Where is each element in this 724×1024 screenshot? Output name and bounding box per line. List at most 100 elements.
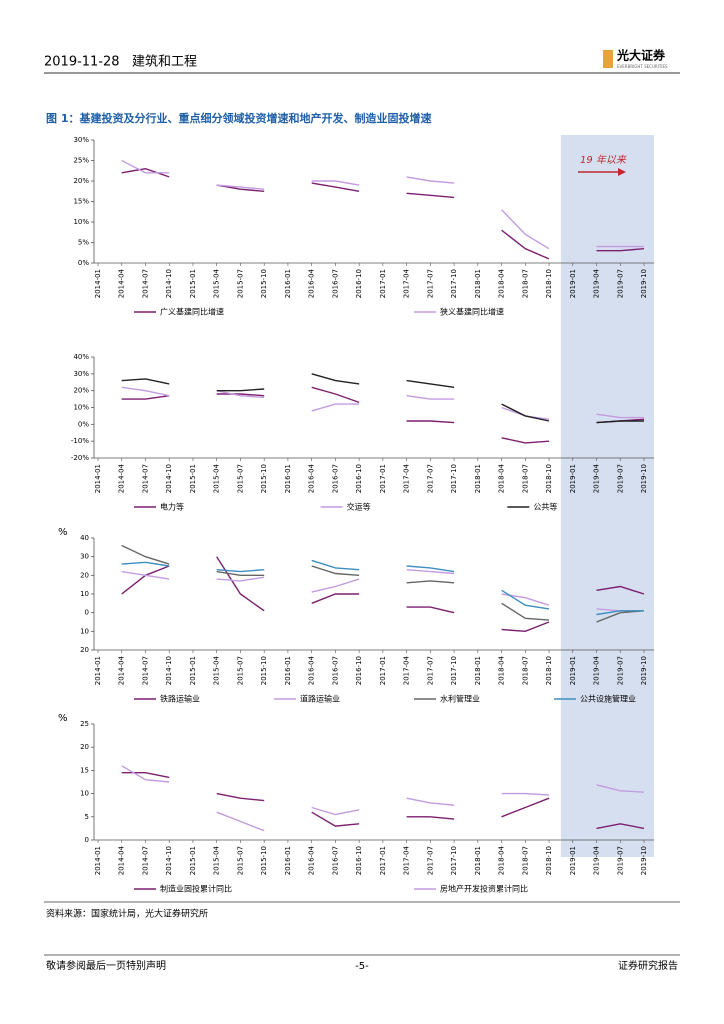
y-tick-label: 20% [73, 177, 89, 185]
x-tick-label: 2017-04 [403, 463, 411, 493]
x-tick-label: 2019-07 [616, 656, 624, 685]
x-tick-label: 2018-04 [498, 845, 506, 875]
x-tick-label: 2014-01 [94, 656, 102, 685]
x-tick-label: 2014-01 [94, 464, 102, 493]
y-tick-label: 5 [85, 813, 89, 821]
x-tick-label: 2018-01 [474, 269, 482, 298]
x-tick-label: 2014-07 [141, 656, 149, 685]
series-line [121, 386, 645, 444]
highlight-region [560, 135, 654, 857]
legend-label: 广义基建同比增速 [160, 307, 224, 317]
x-tick-label: 2015-10 [260, 656, 268, 685]
y-tick-label: 20 [80, 571, 89, 579]
y-tick-label: 10 [80, 627, 89, 635]
series-line [121, 373, 644, 424]
x-tick-label: 2018-10 [545, 656, 553, 685]
x-tick-label: 2018-01 [474, 464, 482, 493]
source: 资料来源：国家统计局，光大证券研究所 [46, 908, 208, 920]
x-tick-label: 2018-10 [545, 269, 553, 298]
charts: 0% 5% 10% 15% 20% 25% 30% 2014-01 2014-04 2014-07… [58, 135, 654, 894]
header-section: 建筑和工程 [132, 54, 197, 70]
x-tick-label: 2014-10 [165, 656, 173, 685]
x-tick-label: 2015-04 [213, 463, 221, 493]
x-tick-label: 2017-07 [426, 656, 434, 685]
series-line [121, 569, 644, 612]
x-tick-label: 2015-04 [213, 268, 221, 298]
x-tick-label: 2015-10 [260, 464, 268, 493]
x-tick-label: 2018-04 [498, 463, 506, 493]
y-unit: % [58, 527, 68, 538]
x-tick-label: 2018-07 [521, 656, 529, 685]
x-tick-label: 2019-07 [616, 464, 624, 493]
x-tick-label: 2014-04 [118, 655, 126, 685]
x-tick-label: 2018-07 [521, 269, 529, 298]
x-tick-label: 2015-10 [260, 846, 268, 875]
brand: 光大证券 [616, 48, 666, 63]
x-tick-label: 2019-04 [593, 655, 601, 685]
x-tick-label: 2016-04 [308, 655, 316, 685]
x-tick-label: 2017-07 [426, 269, 434, 298]
x-tick-label: 2016-07 [331, 464, 339, 493]
x-tick-label: 2018-01 [474, 846, 482, 875]
x-tick-label: 2017-07 [426, 846, 434, 875]
x-tick-label: 2014-04 [118, 463, 126, 493]
footer-right: 证券研究报告 [618, 959, 678, 972]
x-tick-label: 2015-07 [236, 269, 244, 298]
y-tick-label: 10 [80, 790, 89, 798]
x-tick-label: 2017-10 [450, 269, 458, 298]
x-tick-label: 2015-07 [236, 656, 244, 685]
y-tick-label: -20% [71, 454, 89, 462]
x-tick-label: 2019-10 [640, 269, 648, 298]
x-tick-label: 2019-07 [616, 269, 624, 298]
footer-page: -5- [355, 961, 369, 972]
x-tick-label: 2016-01 [284, 464, 292, 493]
series-line [121, 386, 644, 420]
x-tick-label: 2015-04 [213, 845, 221, 875]
y-tick-label: 40% [73, 353, 89, 361]
x-tick-label: 2017-01 [379, 656, 387, 685]
brand-en: EVERBRIGHT SECURITIES [617, 64, 668, 69]
legend-label: 制造业固投累计同比 [160, 884, 232, 894]
x-tick-label: 2016-10 [355, 269, 363, 298]
x-tick-label: 2016-07 [331, 269, 339, 298]
series-line [121, 167, 645, 260]
x-tick-label: 2016-01 [284, 269, 292, 298]
x-tick-label: 2014-01 [94, 846, 102, 875]
y-tick-label: 25% [73, 157, 89, 165]
legend-label: 电力等 [160, 502, 184, 512]
legend-label: 狭义基建同比增速 [440, 307, 504, 317]
y-tick-label: 10% [73, 218, 89, 226]
x-tick-label: 2019-04 [593, 268, 601, 298]
x-tick-label: 2014-07 [141, 464, 149, 493]
x-tick-label: 2019-07 [616, 846, 624, 875]
legend-label: 铁路运输业 [160, 694, 200, 704]
y-tick-label: 20 [80, 646, 89, 654]
x-tick-label: 2018-04 [498, 268, 506, 298]
x-tick-label: 2015-07 [236, 846, 244, 875]
series-line [121, 159, 644, 250]
y-tick-label: 15 [80, 766, 89, 774]
legend-label: 交运等 [347, 502, 371, 512]
x-tick-label: 2014-10 [165, 846, 173, 875]
x-tick-label: 2017-04 [403, 268, 411, 298]
x-tick-label: 2019-04 [593, 845, 601, 875]
x-tick-label: 2019-10 [640, 656, 648, 685]
y-tick-label: 15% [73, 198, 89, 206]
x-tick-label: 2018-04 [498, 655, 506, 685]
y-tick-label: 0% [78, 259, 89, 267]
legend-label: 公共等 [533, 502, 557, 512]
footer-left: 敬请参阅最后一页特别声明 [46, 959, 166, 972]
x-tick-label: 2014-07 [141, 846, 149, 875]
x-tick-label: 2018-07 [521, 846, 529, 875]
legend-label: 房地产开发投资累计同比 [440, 884, 528, 894]
x-tick-label: 2016-04 [308, 463, 316, 493]
y-tick-label: 20 [80, 743, 89, 751]
y-tick-label: 30% [73, 136, 89, 144]
x-tick-label: 2015-01 [189, 656, 197, 685]
x-tick-label: 2014-01 [94, 269, 102, 298]
x-tick-label: 2016-04 [308, 845, 316, 875]
y-tick-label: -10% [71, 437, 89, 445]
series-line [121, 772, 645, 830]
x-tick-label: 2018-07 [521, 464, 529, 493]
